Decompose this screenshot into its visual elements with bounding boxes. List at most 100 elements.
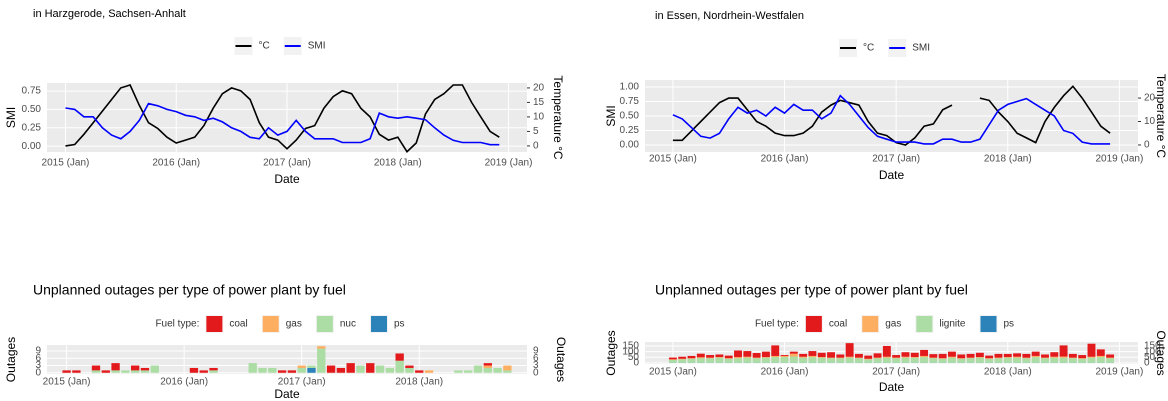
y-tick-label: 50: [628, 352, 640, 363]
y2-tick-label: 6: [533, 353, 539, 364]
bar-segment: [761, 357, 770, 363]
bar-segment: [799, 356, 808, 358]
y2-tick-label: 9: [533, 346, 539, 357]
legend-swatch: [316, 316, 333, 332]
bar-segment: [375, 365, 385, 373]
x-tick-label: 2015 (Jan): [43, 377, 91, 388]
y-tick-label: 0: [35, 367, 41, 378]
bar-segment: [1050, 356, 1059, 358]
bar-segment: [808, 357, 817, 363]
legend-title: Fuel type:: [755, 319, 799, 330]
legend-label: SMI: [912, 43, 930, 54]
y2-tick-label: 50: [1144, 352, 1156, 363]
bar-segment: [780, 357, 789, 363]
bar-segment: [277, 370, 287, 373]
legend: °C SMI: [838, 39, 930, 57]
legend-label: coal: [829, 319, 847, 330]
bar-segment: [799, 357, 808, 363]
bar-segment: [743, 357, 752, 363]
bar-segment: [1059, 357, 1068, 363]
bar-segment: [1078, 358, 1087, 363]
bar-segment: [752, 353, 761, 358]
x-tick-label: 2018 (Jan): [984, 154, 1032, 165]
bar-segment: [131, 370, 140, 373]
legend-label: coal: [229, 319, 247, 330]
bar-segment: [948, 356, 956, 358]
bar-segment: [454, 370, 463, 373]
bar-segment: [892, 357, 901, 359]
bar-segment: [827, 352, 835, 358]
y-tick-label: 0.00: [620, 140, 640, 151]
bar-segment: [483, 363, 492, 366]
y2-tick-label: 0: [533, 367, 539, 378]
bar-segment: [929, 357, 938, 359]
bar-segment: [966, 358, 975, 363]
bar-segment: [336, 367, 346, 373]
x-tick-label: 2018 (Jan): [374, 158, 422, 169]
bar-segment: [1013, 353, 1022, 357]
bar-segment: [1068, 357, 1077, 359]
bar-segment: [724, 355, 733, 359]
x-tick-label: 2019 (Jan): [1095, 367, 1143, 378]
x-tick-label: 2016 (Jan): [761, 154, 809, 165]
series-line: [65, 84, 500, 153]
bar-segment: [836, 358, 845, 363]
bar-segment: [503, 365, 512, 371]
bar-segment: [1022, 357, 1031, 359]
bar-segment: [483, 367, 492, 373]
x-tick-label: 2016 (Jan): [152, 158, 200, 169]
bar-segment: [771, 345, 780, 356]
bar-segment: [1013, 357, 1022, 363]
bar-segment: [780, 355, 789, 356]
bar-segment: [929, 358, 938, 363]
bar-segment: [966, 353, 975, 358]
bar-segment: [910, 352, 919, 358]
bar-segment: [706, 357, 715, 359]
bar-segment: [752, 357, 761, 359]
bar-segment: [1041, 354, 1049, 358]
bar-segment: [1068, 358, 1077, 363]
y-tick-label: 0.50: [22, 104, 42, 115]
bar-segment: [873, 358, 882, 363]
bar-segment: [957, 354, 966, 359]
y-tick-label: 100: [622, 346, 639, 357]
bar-segment: [752, 358, 761, 363]
bar-segment: [297, 365, 306, 368]
bar-segment: [715, 357, 724, 363]
bar-segment: [966, 357, 975, 359]
panel: [47, 345, 527, 374]
bar-segment: [771, 357, 780, 363]
bar-segment: [1106, 354, 1115, 358]
bar-segment: [346, 363, 355, 373]
bar-segment: [209, 367, 218, 371]
bar-segment: [1031, 357, 1040, 363]
x-axis-label: Date: [879, 380, 905, 394]
bar-segment: [91, 370, 101, 373]
legend-label: °C: [258, 41, 269, 52]
x-axis-label: Date: [879, 168, 905, 182]
bar-segment: [864, 355, 873, 359]
legend-swatch: [805, 316, 822, 332]
bar-segment: [1041, 358, 1049, 363]
bar-segment: [1041, 357, 1049, 359]
bar-segment: [668, 357, 677, 360]
bar-segment: [199, 370, 208, 373]
bar-segment: [957, 358, 966, 363]
y2-tick-label: 3: [533, 360, 539, 371]
bar-segment: [1078, 358, 1087, 359]
bar-segment: [854, 358, 863, 363]
bar-segment: [307, 365, 316, 368]
bar-segment: [1031, 355, 1040, 358]
bar-segment: [892, 358, 901, 363]
y2-tick-label: 20: [533, 83, 545, 94]
bar-segment: [415, 370, 424, 373]
bar-segment: [297, 367, 306, 373]
bar-segment: [706, 355, 715, 358]
bar-segment: [678, 359, 687, 363]
bar-segment: [715, 357, 724, 358]
bar-segment: [836, 357, 845, 359]
x-axis-label: Date: [274, 172, 300, 186]
bar-segment: [395, 353, 404, 361]
series-line: [672, 85, 1111, 146]
x-tick-label: 2015 (Jan): [649, 367, 697, 378]
